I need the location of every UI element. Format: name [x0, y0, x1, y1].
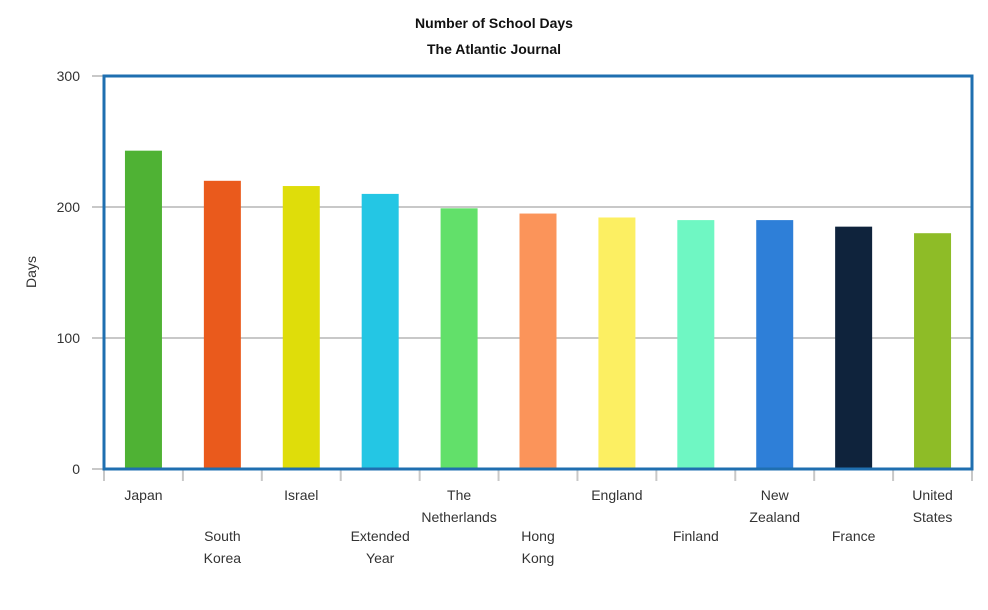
bar [124, 150, 162, 470]
x-category-label: Netherlands [421, 509, 497, 525]
plot-frame [102, 74, 974, 471]
x-category-label: States [913, 509, 953, 525]
x-category-label: Hong [521, 528, 554, 544]
bar [203, 180, 241, 470]
x-category-label: South [204, 528, 241, 544]
x-category-label: Korea [204, 550, 242, 566]
x-category-label: Year [366, 550, 395, 566]
y-tick-label: 300 [57, 68, 81, 84]
x-category-label: Israel [284, 487, 318, 503]
bar [756, 220, 794, 469]
x-category-label: Japan [124, 487, 162, 503]
bar [914, 233, 952, 469]
y-tick-label: 0 [72, 461, 80, 477]
bar [677, 220, 715, 469]
chart-title: Number of School Days [415, 15, 573, 31]
x-category-label: United [912, 487, 952, 503]
y-tick-label: 200 [57, 199, 81, 215]
x-category-label: Finland [673, 528, 719, 544]
x-category-label: France [832, 528, 876, 544]
x-category-label: England [591, 487, 642, 503]
x-category-label: Kong [522, 550, 555, 566]
x-category-label: Zealand [749, 509, 800, 525]
x-category-label: Extended [351, 528, 410, 544]
chart-subtitle: The Atlantic Journal [426, 41, 562, 57]
bar [598, 217, 636, 469]
bar [519, 213, 557, 469]
bar [361, 193, 399, 469]
x-category-label: The [447, 487, 471, 503]
x-category-label: New [761, 487, 790, 503]
bar [835, 226, 873, 469]
y-tick-label: 100 [57, 330, 81, 346]
y-axis-label: Days [23, 256, 39, 288]
bar [282, 186, 320, 470]
bar [440, 208, 478, 469]
